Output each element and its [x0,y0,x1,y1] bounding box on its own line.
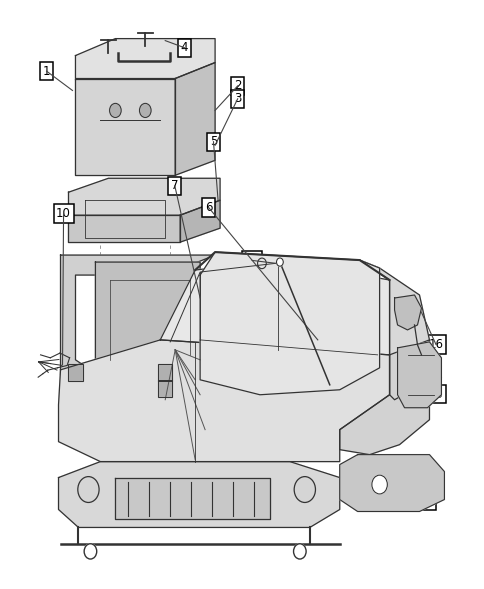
Circle shape [257,258,266,269]
Text: 15: 15 [428,388,442,401]
Bar [158,364,172,380]
Polygon shape [115,478,270,519]
Bar [158,380,172,396]
Text: 4: 4 [181,41,188,54]
Polygon shape [397,342,440,408]
Bar [158,364,172,380]
Polygon shape [59,340,389,462]
Text: 2: 2 [233,80,241,92]
Bar [68,364,83,380]
Text: 16: 16 [427,338,442,351]
Circle shape [371,475,387,494]
Polygon shape [394,295,421,330]
Text: 6: 6 [204,201,212,214]
Polygon shape [200,252,379,395]
Circle shape [84,544,96,559]
Circle shape [293,544,305,559]
Text: 5: 5 [210,135,217,148]
Text: 1: 1 [43,65,50,78]
Circle shape [109,104,121,117]
Circle shape [294,477,315,502]
Bar [158,380,172,396]
Text: 3: 3 [233,92,241,105]
Polygon shape [60,255,214,390]
Circle shape [77,477,99,502]
Bar [68,364,83,380]
Polygon shape [160,260,389,355]
Polygon shape [95,262,200,365]
Polygon shape [339,455,443,511]
Polygon shape [76,78,175,176]
Polygon shape [59,462,339,527]
Polygon shape [68,178,220,215]
Polygon shape [339,340,428,455]
Text: 11: 11 [244,254,259,267]
Text: 14: 14 [418,495,433,508]
Circle shape [276,258,283,266]
Polygon shape [175,62,214,176]
Polygon shape [68,215,180,242]
Polygon shape [180,200,220,242]
Text: 10: 10 [56,207,71,220]
Polygon shape [76,39,214,78]
Polygon shape [359,260,428,400]
Circle shape [139,104,151,117]
Text: 7: 7 [171,179,178,192]
